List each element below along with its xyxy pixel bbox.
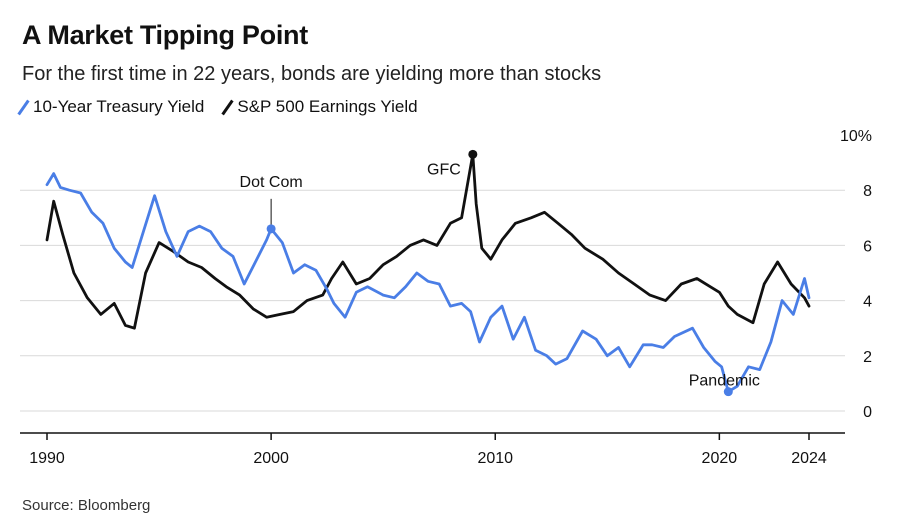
y-tick-label-10: 10% (840, 128, 872, 145)
legend-label-treasury: 10-Year Treasury Yield (33, 97, 205, 116)
y-tick-label-4: 4 (863, 294, 872, 311)
series-lines (45, 152, 811, 394)
legend-item-treasury: 10-Year Treasury Yield (17, 97, 205, 117)
annotation-label-pandemic: Pandemic (689, 373, 760, 390)
x-tick-label-1990: 1990 (29, 450, 65, 467)
x-tick-label-2020: 2020 (702, 450, 738, 467)
legend: 10-Year Treasury Yield S&P 500 Earnings … (17, 97, 418, 117)
x-tick-label-2000: 2000 (253, 450, 289, 467)
annotation-marker-gfc (468, 149, 478, 159)
legend-item-earnings: S&P 500 Earnings Yield (221, 97, 418, 117)
y-tick-label-6: 6 (863, 238, 872, 255)
annotation-label-gfc: GFC (427, 161, 461, 178)
y-axis-tick-labels: 0 2 4 6 8 10% (840, 128, 872, 421)
y-tick-label-2: 2 (863, 349, 872, 366)
series-line-treasury (45, 172, 811, 394)
annotation-marker-dot-com (266, 224, 276, 234)
annotations: Dot Com GFC Pandemic (240, 149, 760, 397)
annotation-marker-pandemic (723, 387, 733, 397)
chart-subtitle: For the first time in 22 years, bonds ar… (22, 63, 602, 85)
series-line-earnings (45, 152, 811, 330)
x-axis: 1990 2000 2010 2020 2024 (20, 432, 845, 467)
y-tick-label-8: 8 (863, 183, 872, 200)
x-tick-label-2010: 2010 (477, 450, 513, 467)
legend-label-earnings: S&P 500 Earnings Yield (237, 97, 418, 116)
x-tick-label-2024: 2024 (791, 450, 827, 467)
y-tick-label-0: 0 (863, 404, 872, 421)
source-note: Source: Bloomberg (22, 497, 151, 514)
chart-title: A Market Tipping Point (22, 20, 308, 50)
annotation-label-dot-com: Dot Com (240, 174, 303, 191)
